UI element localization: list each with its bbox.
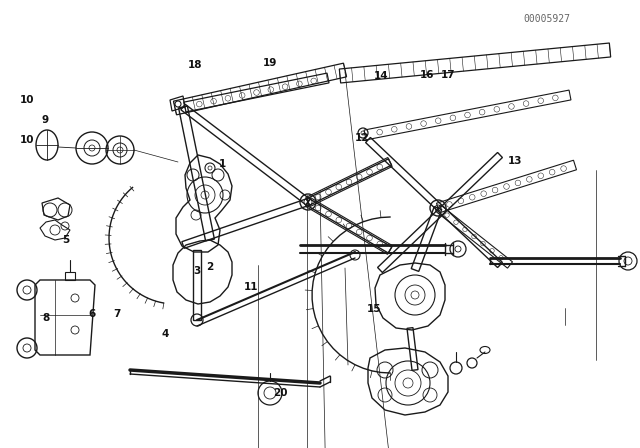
Text: 17: 17: [441, 70, 455, 80]
Text: 10: 10: [20, 135, 34, 145]
Text: 11: 11: [244, 282, 259, 292]
Text: 3: 3: [193, 266, 200, 276]
Text: 10: 10: [20, 95, 34, 105]
Text: 15: 15: [367, 304, 381, 314]
Text: 13: 13: [508, 156, 522, 166]
Text: 16: 16: [420, 70, 435, 80]
Text: 2: 2: [206, 262, 214, 271]
Text: 1: 1: [219, 159, 227, 168]
Text: 4: 4: [161, 329, 169, 339]
Text: 9: 9: [41, 115, 49, 125]
Text: 7: 7: [113, 309, 121, 319]
Text: 14: 14: [374, 71, 388, 81]
Text: 6: 6: [88, 309, 95, 319]
Text: 5: 5: [62, 235, 70, 245]
Text: 18: 18: [188, 60, 202, 70]
Text: 12: 12: [355, 133, 369, 143]
Text: 19: 19: [263, 58, 277, 68]
Text: 8: 8: [42, 313, 50, 323]
Text: 20: 20: [273, 388, 287, 398]
Text: 00005927: 00005927: [524, 14, 571, 24]
